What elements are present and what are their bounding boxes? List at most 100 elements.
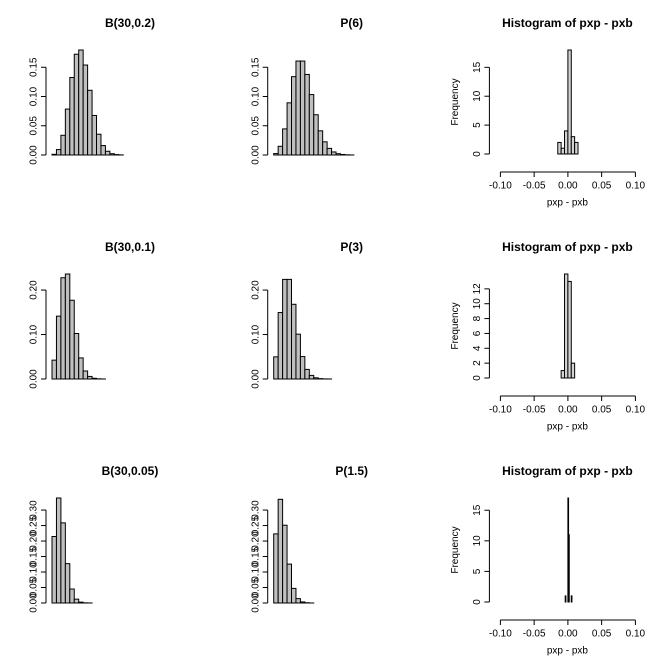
y-tick-label: 4 <box>472 345 483 351</box>
y-tick-label: 0.15 <box>29 57 40 77</box>
x-tick-label: 0.00 <box>558 181 578 192</box>
histogram-bar <box>557 141 562 155</box>
bar <box>64 563 71 604</box>
chart-title: P(3) <box>340 240 363 254</box>
y-axis-label: Frequency <box>450 302 461 349</box>
histogram-bar <box>570 362 576 379</box>
chart-title: Histogram of pxp - pxb <box>502 240 633 254</box>
y-tick-label: 0.25 <box>250 515 261 535</box>
bar <box>91 114 98 156</box>
bar <box>286 278 293 380</box>
bar <box>73 53 80 156</box>
bar <box>291 303 297 380</box>
x-tick-label: -0.05 <box>523 405 546 416</box>
x-axis-label: pxp - pxb <box>547 422 589 433</box>
y-tick-label: 10 <box>472 535 483 547</box>
x-tick-label: 0.05 <box>592 181 612 192</box>
bar <box>322 141 328 156</box>
bar <box>87 375 93 380</box>
y-tick-label: 12 <box>472 283 483 295</box>
x-tick-label: -0.05 <box>523 181 546 192</box>
y-tick-label: 10 <box>472 90 483 102</box>
y-tick-label: 6 <box>472 330 483 336</box>
y-tick-label: 0.25 <box>29 515 40 535</box>
x-tick-label: 0.00 <box>558 405 578 416</box>
bar <box>51 359 57 380</box>
chart-title: Histogram of pxp - pxb <box>502 16 633 30</box>
y-tick-label: 0 <box>472 151 483 157</box>
x-axis-label: pxp - pxb <box>547 198 589 209</box>
bar <box>55 149 62 156</box>
bar <box>82 64 89 156</box>
bar <box>60 134 66 156</box>
x-tick-label: 0.05 <box>592 629 612 640</box>
bar <box>326 147 333 156</box>
y-tick-label: 0.15 <box>250 57 261 77</box>
y-tick-label: 10 <box>472 298 483 310</box>
bar <box>299 356 306 380</box>
x-tick-label: 0.10 <box>626 629 646 640</box>
chart-title: B(30,0.05) <box>102 464 159 478</box>
bar <box>286 102 293 156</box>
bar <box>60 522 66 604</box>
bar <box>331 151 337 156</box>
y-tick-label: 0.05 <box>250 577 261 597</box>
bar <box>64 108 71 156</box>
y-tick-label: 0.10 <box>29 562 40 582</box>
y-tick-label: 0 <box>472 599 483 605</box>
y-tick-label: 8 <box>472 315 483 321</box>
bar <box>313 377 319 380</box>
bar <box>51 536 57 604</box>
y-tick-label: 0.15 <box>250 546 261 566</box>
x-tick-label: -0.10 <box>489 629 512 640</box>
chart-title: B(30,0.2) <box>105 16 155 30</box>
y-tick-label: 0.00 <box>250 145 261 165</box>
y-axis-label: Frequency <box>450 526 461 573</box>
y-tick-label: 0.10 <box>29 86 40 106</box>
bar <box>277 498 284 604</box>
x-tick-label: 0.10 <box>626 181 646 192</box>
histogram-bar <box>574 141 579 155</box>
x-tick-label: -0.05 <box>523 629 546 640</box>
x-tick-label: 0.00 <box>558 629 578 640</box>
y-tick-label: 0.20 <box>29 280 40 300</box>
bar <box>282 128 288 156</box>
bar <box>295 598 301 604</box>
y-tick-label: 0.05 <box>250 116 261 136</box>
histogram-bar <box>560 370 566 379</box>
bar <box>295 333 301 380</box>
bar <box>304 73 310 156</box>
x-tick-label: -0.10 <box>489 181 512 192</box>
bar <box>308 94 315 156</box>
bar <box>82 370 89 380</box>
bar <box>78 357 84 380</box>
bar <box>55 315 62 380</box>
bar <box>78 601 84 604</box>
bar <box>308 374 315 380</box>
bar <box>273 153 279 156</box>
y-tick-label: 0.00 <box>250 593 261 613</box>
y-tick-label: 15 <box>472 61 483 73</box>
histogram-bar <box>567 280 572 379</box>
bar <box>78 49 84 156</box>
bar <box>91 377 98 380</box>
bar <box>100 145 106 156</box>
y-tick-label: 0.05 <box>29 577 40 597</box>
y-tick-label: 0.20 <box>250 280 261 300</box>
histogram-bar <box>564 273 569 379</box>
x-tick-label: -0.10 <box>489 405 512 416</box>
histogram-bar <box>564 130 569 155</box>
x-axis-label: pxp - pxb <box>547 646 589 657</box>
y-tick-label: 0 <box>472 375 483 381</box>
x-tick-label: 0.10 <box>626 405 646 416</box>
y-tick-label: 0.20 <box>250 531 261 551</box>
bar <box>87 89 93 156</box>
bar <box>69 299 75 380</box>
y-tick-label: 0.15 <box>29 546 40 566</box>
bar <box>73 333 80 380</box>
y-tick-label: 0.00 <box>29 145 40 165</box>
chart-title: B(30,0.1) <box>105 240 155 254</box>
y-tick-label: 0.10 <box>250 562 261 582</box>
